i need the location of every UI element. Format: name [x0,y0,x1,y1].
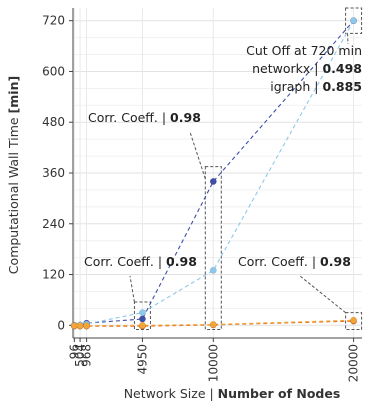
x-tick-label: 504 [73,344,87,367]
series [70,17,358,330]
y-tick-label: 120 [42,268,65,282]
corr-connector-20000 [299,275,346,314]
data-point [70,322,78,330]
cutoff-igraph: igraph | 0.885 [270,79,362,94]
data-point [76,322,84,330]
x-tick-label: 96 [67,344,81,359]
data-point [209,266,217,274]
corr-label-20000: Corr. Coeff. | 0.98 [238,254,351,269]
data-point [83,322,91,330]
x-tick-label: 20000 [347,344,361,382]
x-tick-label: 968 [80,344,94,367]
corr-box-4950 [133,301,151,331]
corr-connector-4950 [129,275,135,303]
corr-box-10000 [204,166,222,331]
x-tick-label: 4950 [135,344,149,375]
data-point [350,316,358,324]
cutoff-networkx: networkx | 0.498 [252,61,362,76]
annotations [129,7,363,331]
data-point [138,321,146,329]
corr-label-10000: Corr. Coeff. | 0.98 [88,110,201,125]
y-axis-label: Computational Wall Time [min] [6,76,21,274]
cutoff-title: Cut Off at 720 min [246,43,362,58]
y-tick-label: 0 [57,318,65,332]
corr-box-20000 [345,312,363,331]
corr-connector-10000 [189,131,206,179]
y-ticks: 0 120 240 360 480 600 720 [42,14,73,332]
grid [73,8,362,338]
data-point [138,309,146,317]
data-point [209,321,217,328]
series-line [74,20,355,326]
data-point [209,178,217,185]
data-point [350,17,358,25]
series-line [74,319,354,327]
y-tick-label: 600 [42,64,65,78]
x-axis-label: Network Size | Number of Nodes [124,386,341,401]
y-tick-label: 360 [42,166,65,180]
y-tick-label: 720 [42,14,65,28]
cutoff-box-20000 [345,7,363,34]
data-point [138,315,146,323]
corr-label-4950: Corr. Coeff. | 0.98 [84,254,197,269]
y-tick-label: 240 [42,217,65,231]
y-tick-label: 480 [42,115,65,129]
x-tick-label: 10000 [206,344,220,382]
